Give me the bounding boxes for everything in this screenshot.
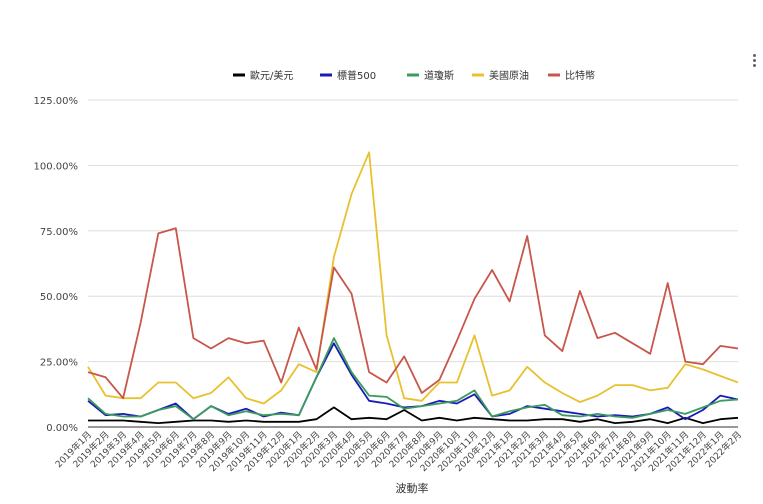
- y-tick-label: 0.00%: [46, 423, 78, 434]
- legend-label: 歐元/美元: [250, 69, 293, 82]
- legend-label: 美國原油: [489, 69, 529, 82]
- x-axis-ticks: 2019年1月2019年2月2019年3月2019年4月2019年5月2019年…: [53, 429, 744, 475]
- series-line-2: [87, 337, 739, 421]
- more-options-icon[interactable]: [749, 52, 759, 72]
- y-axis-ticks: 0.00% 25.00% 50.00% 75.00% 100.00% 125.00%: [34, 96, 79, 434]
- legend-label: 道瓊斯: [424, 69, 454, 82]
- series-line-3: [87, 151, 739, 405]
- series-line-0: [88, 406, 739, 425]
- y-tick-label: 100.00%: [34, 161, 79, 172]
- series-lines: [87, 151, 739, 425]
- series-line-4: [87, 227, 739, 400]
- x-axis-label: 波動率: [396, 481, 429, 495]
- legend: 歐元/美元 標普500 道瓊斯 美國原油 比特幣: [233, 69, 595, 82]
- gridlines: [88, 99, 738, 428]
- y-tick-label: 75.00%: [40, 227, 78, 238]
- y-tick-label: 25.00%: [40, 358, 78, 369]
- y-tick-label: 125.00%: [34, 96, 79, 107]
- legend-label: 標普500: [337, 69, 376, 82]
- y-tick-label: 50.00%: [40, 292, 78, 303]
- legend-label: 比特幣: [565, 70, 595, 82]
